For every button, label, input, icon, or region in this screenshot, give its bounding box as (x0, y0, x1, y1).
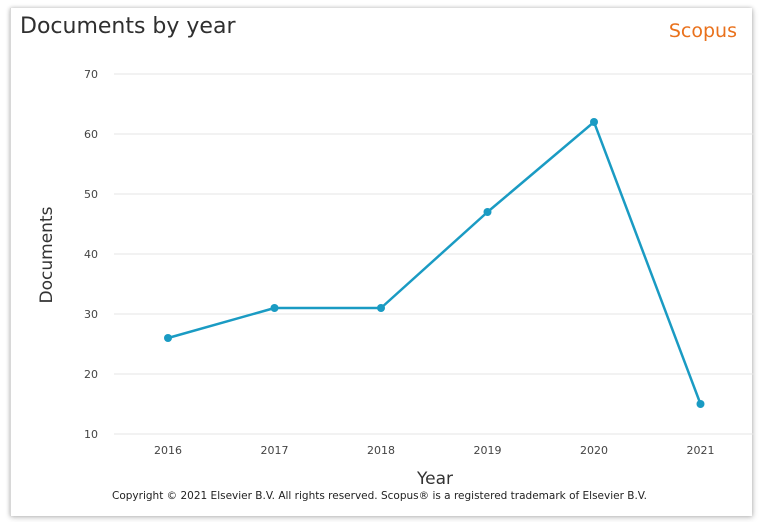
y-tick-label: 60 (84, 128, 98, 141)
x-tick-label: 2018 (367, 444, 395, 457)
x-tick-label: 2021 (687, 444, 715, 457)
data-point[interactable] (377, 304, 385, 312)
y-tick-labels: 10 20 30 40 50 60 70 (84, 68, 98, 441)
grid-lines (114, 73, 754, 435)
series-line (167, 120, 702, 405)
series-group (164, 118, 705, 408)
data-point[interactable] (590, 118, 598, 126)
data-point[interactable] (696, 400, 705, 408)
data-point[interactable] (270, 304, 279, 312)
x-tick-label: 2020 (580, 444, 608, 457)
y-tick-label: 10 (84, 428, 98, 441)
y-tick-label: 40 (84, 248, 98, 261)
data-point[interactable] (483, 208, 492, 216)
chart-title: Documents by year (20, 14, 236, 39)
scopus-logo[interactable]: Scopus (668, 20, 737, 42)
x-axis-label: Year (416, 469, 453, 489)
x-tick-label: 2019 (474, 444, 502, 457)
data-point[interactable] (164, 334, 172, 342)
x-tick-labels: 2016 2017 2018 2019 2020 2021 (154, 444, 715, 457)
y-tick-label: 70 (84, 68, 98, 81)
y-tick-label: 30 (84, 308, 98, 321)
y-axis-label: Documents (37, 206, 57, 303)
chart-card (10, 8, 752, 516)
x-tick-label: 2016 (154, 444, 182, 457)
copyright-notice: Copyright © 2021 Elsevier B.V. All right… (112, 490, 647, 502)
y-tick-label: 50 (84, 188, 98, 201)
y-tick-label: 20 (84, 368, 98, 381)
x-tick-label: 2017 (261, 444, 289, 457)
